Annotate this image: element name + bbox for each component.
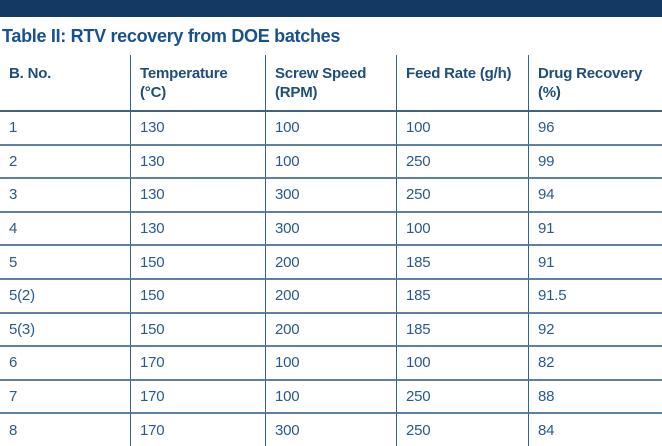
column-header-line: (%) [538,84,561,101]
table-row: 5(3) 150 200 185 92 [0,311,662,346]
table-cell-drug-recovery: 91 [528,210,662,245]
table-title: Table II: RTV recovery from DOE batches [2,25,341,46]
table-cell-batch-no: 8 [0,412,130,446]
table-cell-batch-no: 5(3) [0,311,130,346]
table-cell-temperature: 130 [130,177,265,211]
table-cell-temperature: 170 [130,345,265,379]
table-cell-temperature: 150 [130,277,265,312]
table-row: 7 170 100 250 88 [0,378,662,413]
data-table: B. No. Temperature (°C) Screw Speed (RPM… [0,55,662,446]
table-cell-drug-recovery: 91.5 [528,277,662,312]
table-cell-screw-speed: 200 [265,277,396,312]
table-cell-feed-rate: 250 [396,177,528,211]
table-cell-feed-rate: 185 [396,244,528,278]
table-cell-batch-no: 5(2) [0,277,130,312]
table-row: 2 130 100 250 99 [0,143,662,178]
table-cell-feed-rate: 250 [396,143,528,178]
table-row: 1 130 100 100 96 [0,110,662,144]
table-cell-batch-no: 4 [0,210,130,245]
column-header-screw-speed: Screw Speed (RPM) [265,55,396,110]
table-row: 3 130 300 250 94 [0,177,662,211]
table-cell-batch-no: 2 [0,143,130,178]
column-header-line: Screw Speed [275,65,367,82]
table-header-row: B. No. Temperature (°C) Screw Speed (RPM… [0,55,662,110]
table-cell-batch-no: 3 [0,177,130,211]
column-header-line: Drug Recovery [538,65,643,82]
table-cell-feed-rate: 100 [396,345,528,379]
table-cell-feed-rate: 100 [396,110,528,144]
table-cell-batch-no: 1 [0,110,130,144]
table-row: 8 170 300 250 84 [0,412,662,446]
table-cell-temperature: 150 [130,244,265,278]
table-row: 6 170 100 100 82 [0,345,662,379]
table-cell-feed-rate: 185 [396,311,528,346]
table-cell-batch-no: 6 [0,345,130,379]
table-cell-drug-recovery: 88 [528,378,662,413]
table-cell-screw-speed: 100 [265,378,396,413]
table-cell-drug-recovery: 94 [528,177,662,211]
column-header-line: Feed Rate (g/h) [406,65,512,82]
table-cell-temperature: 170 [130,412,265,446]
table-cell-screw-speed: 100 [265,345,396,379]
table-cell-drug-recovery: 84 [528,412,662,446]
table-cell-feed-rate: 250 [396,378,528,413]
table-cell-screw-speed: 300 [265,177,396,211]
table-cell-screw-speed: 100 [265,143,396,178]
table-cell-temperature: 170 [130,378,265,413]
table-cell-feed-rate: 250 [396,412,528,446]
table-cell-drug-recovery: 96 [528,110,662,144]
table-cell-drug-recovery: 92 [528,311,662,346]
column-header-line: B. No. [9,65,52,82]
column-header-line: (°C) [140,84,167,101]
table-row: 5(2) 150 200 185 91.5 [0,277,662,312]
column-header-drug-recovery: Drug Recovery (%) [528,55,662,110]
table-cell-temperature: 130 [130,143,265,178]
table-cell-screw-speed: 200 [265,244,396,278]
table-cell-temperature: 150 [130,311,265,346]
table-cell-screw-speed: 300 [265,412,396,446]
table-cell-batch-no: 7 [0,378,130,413]
column-header-batch-no: B. No. [0,55,130,110]
table-cell-temperature: 130 [130,210,265,245]
column-header-feed-rate: Feed Rate (g/h) [396,55,528,110]
brand-accent-bar [0,0,662,17]
table-cell-temperature: 130 [130,110,265,144]
table-cell-drug-recovery: 82 [528,345,662,379]
table-row: 4 130 300 100 91 [0,210,662,245]
column-header-temperature: Temperature (°C) [130,55,265,110]
table-cell-screw-speed: 200 [265,311,396,346]
table-cell-drug-recovery: 91 [528,244,662,278]
column-header-line: (RPM) [275,84,318,101]
table-cell-screw-speed: 100 [265,110,396,144]
column-header-line: Temperature [140,65,228,82]
title-block: Table II: RTV recovery from DOE batches [0,17,662,55]
table-cell-drug-recovery: 99 [528,143,662,178]
table-row: 5 150 200 185 91 [0,244,662,278]
table-cell-batch-no: 5 [0,244,130,278]
table-cell-feed-rate: 185 [396,277,528,312]
table-cell-screw-speed: 300 [265,210,396,245]
table-cell-feed-rate: 100 [396,210,528,245]
